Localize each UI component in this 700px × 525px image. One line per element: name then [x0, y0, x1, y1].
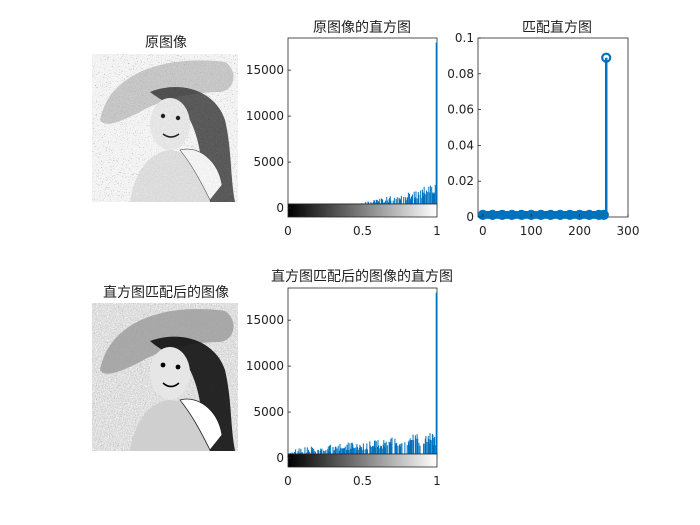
plot-area-frame — [287, 287, 438, 455]
stem-marker — [601, 52, 612, 63]
stem-marker — [526, 209, 537, 220]
y-tick-label: 0.02 — [447, 174, 474, 188]
plot-area-frame — [287, 37, 438, 205]
stem-marker — [555, 209, 566, 220]
x-tick-label: 0 — [479, 224, 487, 238]
stem-marker — [477, 209, 488, 220]
y-ticks: 0 5000 10000 15000 — [246, 313, 291, 465]
matched-image-title: 直方图匹配后的图像 — [103, 284, 229, 301]
original-image — [92, 54, 238, 202]
stem-marker — [584, 209, 595, 220]
x-tick-label: 100 — [520, 224, 543, 238]
stem-series — [477, 52, 612, 220]
y-tick-label: 0.04 — [447, 138, 474, 152]
bars-series — [350, 42, 438, 208]
x-tick-label: 0 — [284, 474, 292, 488]
x-ticks: 0 0.5 1 — [284, 224, 441, 238]
y-tick-label: 10000 — [246, 109, 284, 123]
y-tick-label: 0 — [276, 451, 284, 465]
y-tick-label: 0.06 — [447, 103, 474, 117]
stem-marker — [574, 209, 585, 220]
x-ticks: 0 100 200 300 — [479, 214, 639, 238]
y-tick-label: 15000 — [246, 313, 284, 327]
x-tick-label: 0 — [284, 224, 292, 238]
y-tick-label: 0.1 — [455, 31, 474, 45]
y-tick-label: 0 — [276, 201, 284, 215]
stem-marker — [535, 209, 547, 220]
grayscale-colorbar — [287, 203, 438, 218]
stem-marker — [487, 209, 498, 220]
original-histogram-title: 原图像的直方图 — [313, 19, 411, 36]
matching-histogram-title: 匹配直方图 — [522, 19, 592, 36]
x-tick-label: 0.5 — [353, 224, 372, 238]
y-tick-label: 15000 — [246, 63, 284, 77]
x-tick-label: 1 — [433, 224, 441, 238]
y-tick-label: 0 — [466, 210, 474, 224]
stem-marker — [516, 209, 527, 220]
original-image-title: 原图像 — [145, 35, 187, 51]
x-tick-label: 0.5 — [353, 474, 372, 488]
x-ticks: 0 0.5 1 — [284, 474, 441, 488]
matching-histogram-chart: 匹配直方图 0 0.02 0.04 0.06 0.08 0.1 0 100 200 300 — [447, 19, 639, 238]
bars-series — [287, 292, 438, 458]
grayscale-colorbar — [287, 453, 438, 468]
y-tick-label: 10000 — [246, 359, 284, 373]
matched-histogram-title: 直方图匹配后的图像的直方图 — [271, 268, 453, 285]
y-tick-label: 0.08 — [447, 67, 474, 81]
y-tick-label: 5000 — [253, 405, 284, 419]
stem-marker — [564, 209, 576, 220]
stem-marker — [497, 209, 508, 220]
x-tick-label: 300 — [617, 224, 640, 238]
stem-marker — [598, 209, 609, 220]
y-ticks: 0 5000 10000 15000 — [246, 63, 291, 215]
y-ticks: 0 0.02 0.04 0.06 0.08 0.1 — [447, 31, 481, 224]
x-tick-label: 200 — [568, 224, 591, 238]
y-tick-label: 5000 — [253, 155, 284, 169]
stem-marker — [506, 209, 517, 220]
x-tick-label: 1 — [433, 474, 441, 488]
matched-image — [92, 303, 238, 451]
stem-marker — [545, 209, 556, 220]
